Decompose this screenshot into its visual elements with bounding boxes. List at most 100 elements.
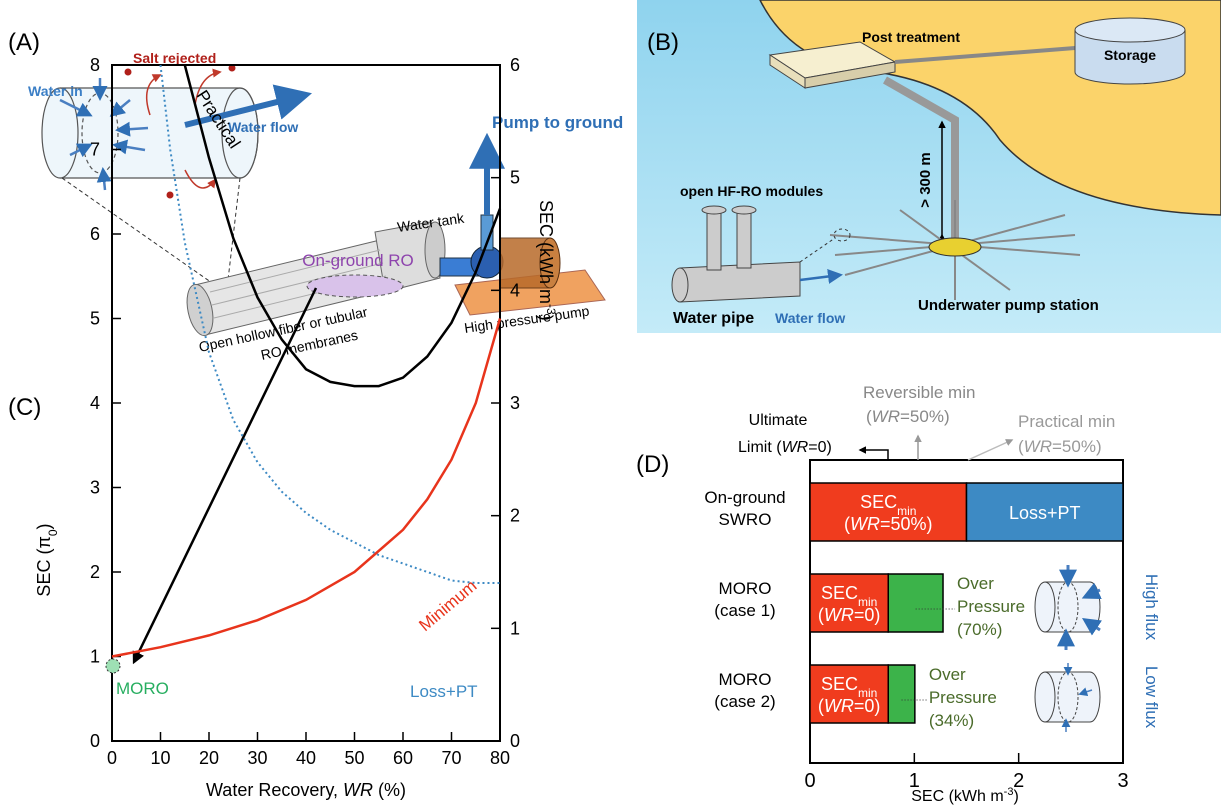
x-tick-label: 70 xyxy=(441,748,461,768)
pump-to-ground: Pump to ground xyxy=(492,113,623,132)
label-part: =50%) xyxy=(880,514,933,534)
arrow xyxy=(968,440,1012,460)
label-part: =0) xyxy=(854,605,881,625)
label-part: SEC (π xyxy=(34,536,54,596)
modules: open HF-RO modules xyxy=(680,183,823,199)
water-pipe: Water pipe xyxy=(673,310,754,327)
annotation: Practical min xyxy=(1018,412,1115,431)
x-tick-label: 3 xyxy=(1117,770,1128,792)
series-label: Minimum xyxy=(415,576,480,635)
y2-tick-label: 5 xyxy=(510,168,520,188)
x-tick-label: 80 xyxy=(490,748,510,768)
x-tick-label: 50 xyxy=(344,748,364,768)
label-part: (%) xyxy=(373,780,406,800)
annotation: Limit (WR=0) xyxy=(738,439,832,456)
x-tick-label: 20 xyxy=(199,748,219,768)
bar-label: Loss+PT xyxy=(1009,503,1081,523)
y-tick-label: 2 xyxy=(90,562,100,582)
y2-tick-label: 2 xyxy=(510,506,520,526)
annotation: Ultimate xyxy=(749,412,808,429)
salt-rejected: Salt rejected xyxy=(133,50,216,66)
bar-label: (WR=0) xyxy=(818,696,881,716)
y-tick-label: 4 xyxy=(90,393,100,413)
bar-label: Pressure xyxy=(957,597,1025,616)
label-part: =50%) xyxy=(900,407,950,426)
x-tick-label: 60 xyxy=(393,748,413,768)
category-label: On-ground xyxy=(704,488,785,507)
y2-tick-label: 4 xyxy=(510,280,520,300)
x-axis-label: Water Recovery, WR (%) xyxy=(206,780,406,800)
label-part: WR xyxy=(872,407,900,426)
depth: > 300 m xyxy=(917,152,934,207)
label-part: ) xyxy=(34,523,54,529)
x-tick-label: 10 xyxy=(150,748,170,768)
flux-label: High flux xyxy=(1142,574,1161,641)
panel-label: (A) xyxy=(8,29,40,56)
label-part: SEC (kWh m xyxy=(536,200,556,304)
annotation: MORO xyxy=(116,679,169,698)
y-tick-label: 8 xyxy=(90,55,100,75)
label-part: =0) xyxy=(808,439,832,456)
label-part: SEC (kWh m xyxy=(911,788,1003,805)
x-tick-label: 30 xyxy=(247,748,267,768)
label-part: ) xyxy=(536,315,556,321)
category-label: MORO xyxy=(719,579,772,598)
label-part: -3 xyxy=(1004,786,1014,798)
annotation: Reversible min xyxy=(863,383,975,402)
x-tick-label: 0 xyxy=(107,748,117,768)
label-part: WR xyxy=(782,439,809,456)
y2-tick-label: 3 xyxy=(510,393,520,413)
bar-label: Pressure xyxy=(929,688,997,707)
on-ground-region xyxy=(307,275,403,297)
flux-label: Low flux xyxy=(1142,666,1161,729)
y2-axis-label: SEC (kWh m-3) xyxy=(536,200,558,321)
category-label: (case 1) xyxy=(714,601,775,620)
annotation: On-ground RO xyxy=(302,251,414,270)
category-label: MORO xyxy=(719,670,772,689)
figure: (A) Water in Salt rejected Water flow Pu… xyxy=(0,0,1221,806)
label-part: WR xyxy=(850,514,880,534)
label-part: WR xyxy=(824,605,854,625)
bar-segment xyxy=(888,574,943,632)
post-treatment: Post treatment xyxy=(862,29,960,45)
panel-label: (B) xyxy=(647,29,679,56)
arrow xyxy=(860,450,888,460)
annotation: (WR=50%) xyxy=(1018,437,1102,456)
series-label: Loss+PT xyxy=(410,682,478,701)
label-part: SEC xyxy=(860,492,897,512)
bar-label: (WR=0) xyxy=(818,605,881,625)
pump-station: Underwater pump station xyxy=(918,297,1099,314)
y2-tick-label: 1 xyxy=(510,618,520,638)
x-tick-label: 2 xyxy=(1013,770,1024,792)
y-axis-label: SEC (π0) xyxy=(34,523,60,596)
panel-label: (C) xyxy=(8,394,41,421)
label-part: SEC xyxy=(821,674,858,694)
x-tick-label: 40 xyxy=(296,748,316,768)
y2-tick-label: 0 xyxy=(510,731,520,751)
label-part: -3 xyxy=(544,304,558,315)
label-part: Water Recovery, xyxy=(206,780,343,800)
bar-label: (WR=50%) xyxy=(844,514,933,534)
y-tick-label: 6 xyxy=(90,224,100,244)
panel-label: (D) xyxy=(636,451,669,478)
y-tick-label: 0 xyxy=(90,731,100,751)
y-tick-label: 3 xyxy=(90,478,100,498)
bar-label: Over xyxy=(957,574,994,593)
y-tick-label: 5 xyxy=(90,309,100,329)
page: {"diagram_a":{"label":"(A)","water_in":"… xyxy=(0,0,1221,806)
bar-segment xyxy=(888,665,915,723)
bar-label: (34%) xyxy=(929,711,974,730)
x-tick-label: 1 xyxy=(909,770,920,792)
label-part: Limit ( xyxy=(738,439,782,456)
label-part: SEC xyxy=(821,583,858,603)
panel-b: (B) Post treatment Storage > 300 m Under… xyxy=(637,0,1221,333)
y2-tick-label: 6 xyxy=(510,55,520,75)
panel-a: (A) Water in Salt rejected Water flow Pu… xyxy=(8,29,623,363)
storage: Storage xyxy=(1104,47,1156,63)
bar-label: (70%) xyxy=(957,620,1002,639)
water-flow: Water flow xyxy=(775,310,845,326)
flux-icon xyxy=(1035,582,1100,722)
label-part: =0) xyxy=(854,696,881,716)
annotation: (WR=50%) xyxy=(866,407,950,426)
bar-label: Over xyxy=(929,665,966,684)
